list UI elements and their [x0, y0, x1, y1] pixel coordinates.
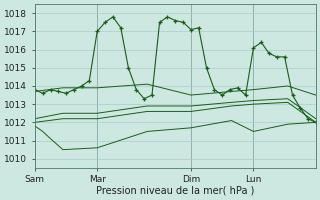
X-axis label: Pression niveau de la mer( hPa ): Pression niveau de la mer( hPa ) — [96, 186, 254, 196]
